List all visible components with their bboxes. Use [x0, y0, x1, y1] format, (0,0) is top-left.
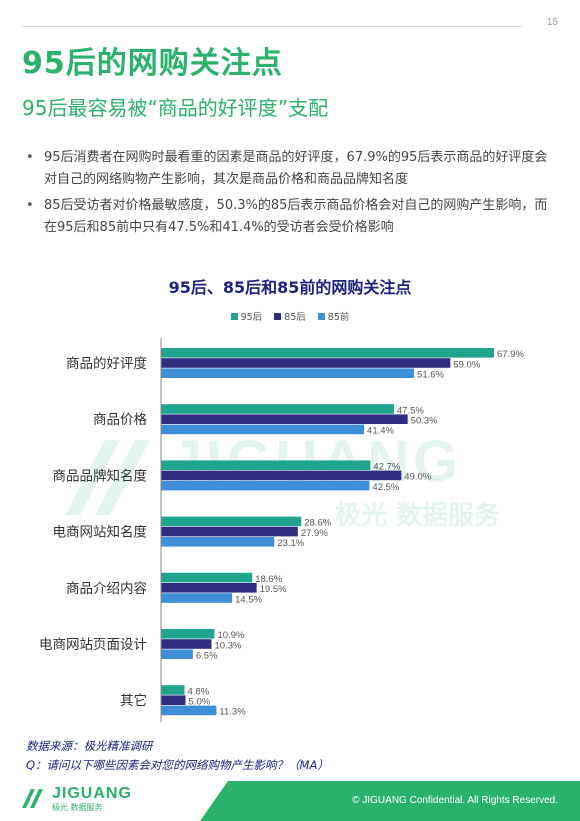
bar-85前: [161, 649, 193, 659]
logo-subtext: 极光 数据服务: [52, 803, 103, 812]
data-label: 27.9%: [301, 528, 328, 539]
bar-95后: [161, 629, 215, 639]
data-label: 11.3%: [219, 707, 246, 718]
data-label: 5.0%: [189, 697, 211, 708]
footer-bar: © JIGUANG Confidential. All Rights Reser…: [0, 781, 580, 821]
footer-notes: 数据来源：极光精准调研 Q：请问以下哪些因素会对您的网络购物产生影响？（MA）: [26, 737, 329, 775]
bar-95后: [161, 404, 394, 414]
data-label: 41.4%: [367, 426, 394, 437]
category-label: 商品价格: [93, 412, 147, 428]
data-label: 47.5%: [397, 405, 424, 416]
page-number: 15: [546, 17, 558, 28]
bar-85后: [161, 414, 408, 424]
bar-85后: [161, 639, 212, 649]
chart-legend: 95后 85后 85前: [0, 309, 580, 323]
header-divider: [22, 26, 522, 27]
data-label: 59.0%: [453, 359, 480, 370]
bar-85前: [161, 593, 233, 603]
footer-logo: JIGUANG 极光 数据服务: [20, 785, 132, 813]
bar-85后: [161, 526, 298, 537]
legend-label: 95后: [240, 312, 263, 323]
data-source: 数据来源：极光精准调研: [26, 739, 153, 753]
data-label: 4.8%: [188, 686, 210, 697]
survey-question: Q：请问以下哪些因素会对您的网络购物产生影响？（MA）: [26, 758, 329, 772]
data-label: 6.5%: [196, 651, 218, 662]
bar-95后: [161, 460, 371, 470]
bar-95后: [161, 516, 302, 527]
logo-text: JIGUANG: [52, 785, 132, 802]
page-title: 95后的网购关注点: [22, 46, 283, 81]
bar-95后: [161, 348, 494, 358]
category-label: 商品介绍内容: [66, 580, 147, 597]
bar-85前: [161, 368, 415, 378]
bar-85后: [161, 695, 186, 705]
category-label: 商品的好评度: [66, 356, 147, 372]
footer-band: [200, 781, 580, 821]
legend-swatch: [317, 312, 325, 320]
bar-85前: [161, 705, 217, 716]
page-subtitle: 95后最容易被“商品的好评度”支配: [22, 96, 329, 120]
data-label: 18.6%: [255, 574, 282, 585]
legend-swatch: [274, 312, 282, 320]
data-label: 19.5%: [260, 584, 287, 595]
bar-95后: [161, 685, 185, 695]
bar-chart: 商品的好评度 67.9% 59.0% 51.6% 商品价格 47.5%50.3% 41.4%…: [39, 338, 524, 722]
chart-title: 95后、85后和85前的网购关注点: [168, 278, 412, 297]
bar-85前: [161, 480, 370, 491]
legend-item-95: 95后: [230, 309, 263, 323]
data-label: 10.3%: [215, 640, 242, 651]
data-label: 50.3%: [411, 416, 438, 427]
legend-label: 85后: [284, 312, 306, 323]
data-label: 10.9%: [217, 630, 244, 641]
bullet-item: 85后受访者对价格最敏感度，50.3%的85后表示商品价格会对自己的网购产生影响…: [24, 195, 554, 239]
bullet-list: 95后消费者在网购时最看重的因素是商品的好评度，67.9%的95后表示商品的好评…: [24, 147, 554, 243]
category-label: 电商网站页面设计: [39, 637, 147, 653]
bar-85后: [161, 358, 451, 368]
data-label: 42.7%: [373, 462, 400, 473]
bar-85后: [161, 583, 257, 593]
legend-label: 85前: [327, 312, 350, 323]
legend-item-85: 85后: [274, 309, 306, 323]
confidential-notice: © JIGUANG Confidential. All Rights Reser…: [352, 795, 558, 806]
category-label: 其它: [120, 692, 147, 709]
data-label: 14.5%: [235, 594, 262, 605]
jiguang-logo-icon: [22, 789, 43, 808]
data-label: 51.6%: [417, 370, 444, 381]
bar-85前: [161, 424, 365, 435]
data-label: 23.1%: [277, 538, 304, 549]
bar-85前: [161, 537, 275, 547]
legend-item-pre85: 85前: [317, 309, 350, 323]
data-label: 42.5%: [372, 482, 399, 493]
legend-swatch: [230, 312, 238, 320]
bar-95后: [161, 572, 253, 583]
category-label: 商品品牌知名度: [53, 467, 148, 484]
data-label: 28.6%: [304, 518, 331, 529]
data-label: 49.0%: [404, 472, 431, 483]
bullet-item: 95后消费者在网购时最看重的因素是商品的好评度，67.9%的95后表示商品的好评…: [24, 147, 554, 191]
data-label: 67.9%: [497, 349, 524, 360]
category-label: 电商网站知名度: [53, 524, 148, 541]
bar-85后: [161, 470, 402, 481]
